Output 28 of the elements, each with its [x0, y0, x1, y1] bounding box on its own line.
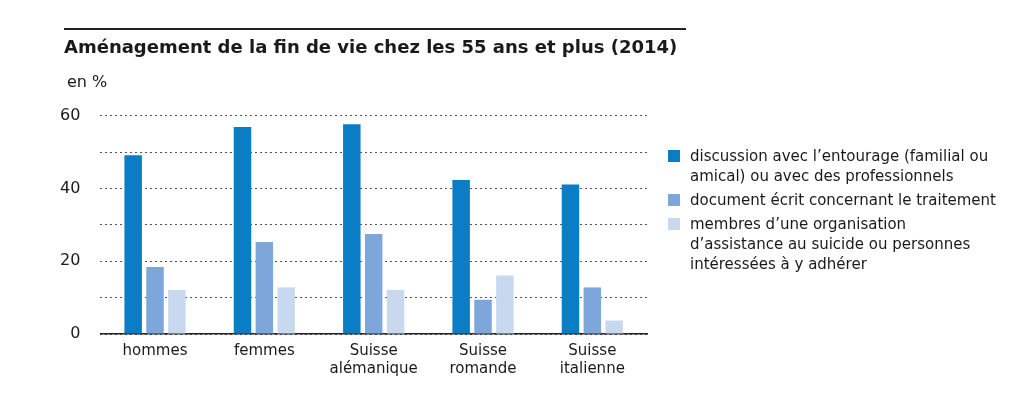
bar: [124, 155, 142, 334]
y-tick-label: 0: [70, 323, 81, 343]
bar: [233, 126, 252, 334]
bar: [605, 320, 623, 334]
bar: [168, 289, 186, 334]
y-tick-label: 60: [60, 104, 81, 124]
bar: [561, 184, 580, 334]
bar: [474, 299, 492, 334]
chart-title: Aménagement de la fin de vie chez les 55 ans et plus (2014): [64, 28, 686, 57]
x-tick-label: Suisse alémanique: [329, 340, 418, 377]
bar: [496, 275, 514, 334]
bar: [277, 287, 295, 334]
y-tick-label: 40: [60, 177, 81, 197]
y-axis-title: en %: [67, 72, 108, 91]
x-tick-label: femmes: [233, 340, 295, 359]
bar: [146, 267, 164, 334]
bar: [255, 241, 274, 334]
bar: [364, 233, 383, 334]
legend-label: document écrit concernant le traitement: [690, 190, 996, 210]
x-tick-label: Suisse italienne: [559, 340, 625, 377]
bar: [583, 287, 602, 334]
y-tick-label: 20: [60, 250, 81, 270]
bar: [343, 124, 361, 334]
legend-label: membres d’une organisation d’assistance au suicide ou personnes intéressées à y adhérer: [690, 214, 972, 274]
x-tick-label: Suisse romande: [449, 340, 517, 377]
bar: [386, 289, 405, 334]
x-tick-label: hommes: [122, 340, 188, 359]
bar: [452, 180, 470, 334]
